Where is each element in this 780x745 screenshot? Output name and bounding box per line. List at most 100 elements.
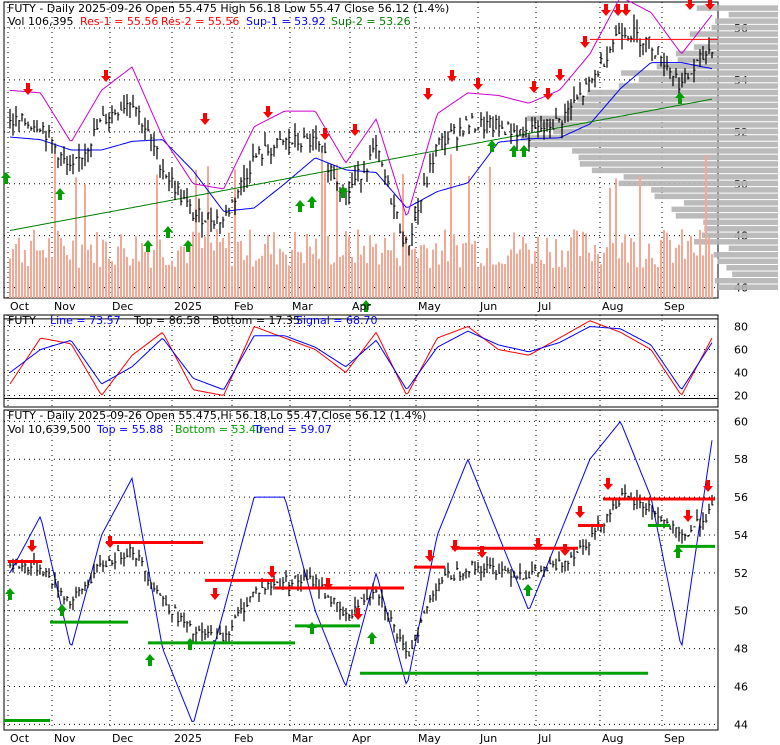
sell-arrow-icon [101,70,111,82]
volume-bar [108,258,110,298]
volume-bar [99,267,101,298]
volume-bar [681,229,683,298]
volume-bar [78,267,80,298]
volume-bar [252,266,254,298]
volume-bar [396,258,398,298]
volume-profile-bar [553,128,778,135]
trend-panel-y-tick-label: 56 [734,491,748,504]
volume-profile-bar [693,44,778,50]
volume-bar [249,229,251,298]
volume-bar [534,251,536,298]
volume-bar [69,259,71,298]
volume-bar [102,239,104,298]
volume-bar [435,243,437,298]
volume-bar [111,261,113,298]
volume-bar [255,260,257,298]
volume-profile-bar [726,265,778,271]
volume-bar [537,236,539,298]
price-panel-x-tick-label: Apr [352,300,372,313]
price-panel-x-tick-label: Nov [54,300,76,313]
volume-bar [501,263,503,298]
buy-arrow-icon [145,654,155,666]
volume-profile-bar [671,206,778,213]
volume-bar [441,250,443,298]
volume-bar [468,176,470,298]
volume-bar [513,232,515,298]
volume-bar [531,263,533,298]
volume-bar [549,252,551,298]
sell-arrow-icon [210,588,220,600]
volume-bar [633,241,635,298]
volume-bar [561,250,563,298]
trend-panel-y-tick-label: 54 [734,529,748,542]
sell-arrow-icon [323,578,333,590]
sell-arrow-icon [105,536,115,548]
volume-bar [597,254,599,298]
volume-bar [654,264,656,298]
buy-arrow-icon [367,632,377,644]
volume-bar [624,234,626,298]
volume-bar [687,241,689,298]
volume-bar [195,169,197,298]
sell-arrow-icon [27,540,37,552]
volume-bar [180,246,182,298]
volume-bar [630,238,632,298]
buy-arrow-icon [307,196,317,208]
volume-bar [246,255,248,298]
sell-arrow-icon [423,88,433,100]
volume-bar [234,169,236,298]
sell-arrow-icon [23,83,33,95]
trend-panel-y-tick-label: 58 [734,453,748,466]
stochastic-panel-y-tick-label: 40 [734,367,748,380]
support-2-label: Sup-2 = 53.26 [331,15,411,28]
volume-profile-bar [618,83,778,89]
volume-bar [213,250,215,298]
volume-bar [405,235,407,298]
sell-arrow-icon [601,4,611,16]
volume-bar [669,239,671,298]
volume-bar [309,246,311,298]
volume-bar [258,258,260,298]
volume-bar [570,237,572,298]
volume-bar [696,255,698,298]
volume-bar [132,258,134,298]
sell-arrow-icon [473,78,483,90]
sell-arrow-icon [350,124,360,136]
volume-profile-bar [675,50,778,57]
trend-top-label: Top = 55.88 [96,423,163,436]
volume-bar [411,249,413,298]
volume-bar [378,264,380,298]
volume-bar [474,240,476,298]
volume-bar [672,262,674,298]
sell-arrow-icon [613,4,623,16]
volume-bar [450,154,452,298]
volume-bar [90,244,92,298]
volume-profile-bar [566,109,778,115]
sell-arrow-icon [267,566,277,578]
price-panel-x-tick-label: Mar [292,300,313,313]
volume-bar [612,243,614,298]
buy-arrow-icon [307,622,317,634]
sell-arrow-icon [685,0,695,10]
volume-bar [420,245,422,298]
volume-bar [267,234,269,298]
volume-bar [381,252,383,298]
volume-bar [546,237,548,298]
volume-bar [186,263,188,298]
buy-arrow-icon [143,240,153,252]
volume-bar [651,257,653,298]
volume-bar [462,243,464,298]
volume-bar [174,266,176,298]
volume-bar [660,239,662,298]
volume-profile-bar [717,284,778,290]
volume-bar [459,267,461,298]
volume-bar [423,244,425,298]
volume-profile-bar [591,167,778,174]
volume-bar [711,254,713,298]
volume-bar [84,184,86,298]
volume-bar [345,231,347,298]
volume-bar [33,229,35,298]
buy-arrow-icon [361,300,371,312]
volume-bar [453,234,455,298]
volume-bar [480,263,482,298]
